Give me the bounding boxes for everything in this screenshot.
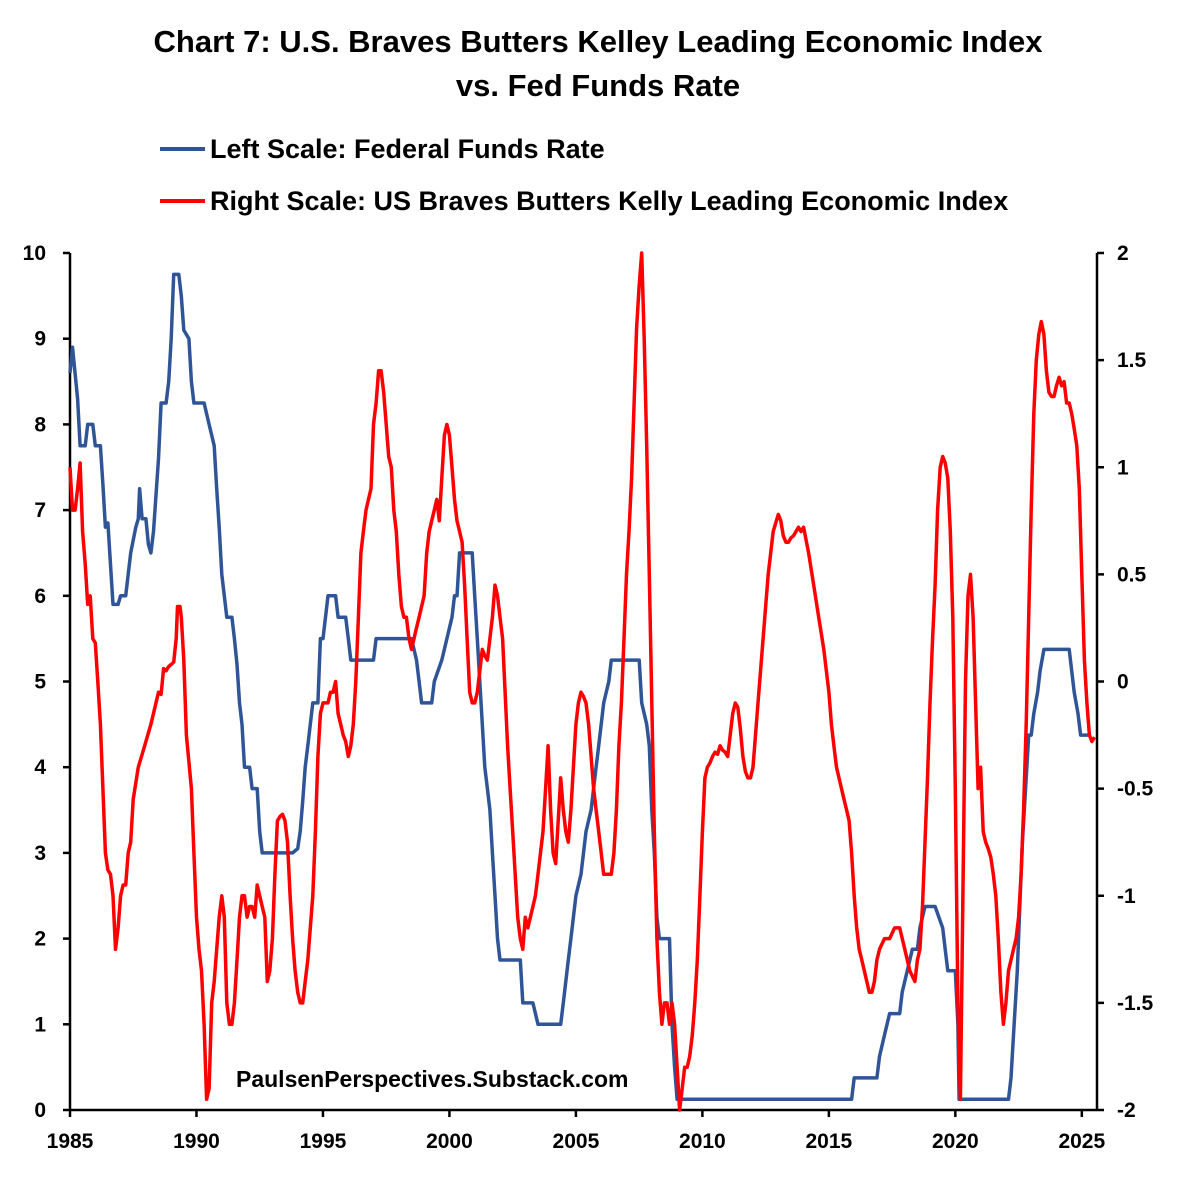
x-axis-tick-label: 2005 [553,1130,600,1153]
left-axis-tick-label: 2 [34,928,46,951]
left-axis-tick-label: 1 [34,1013,46,1036]
x-axis-tick-label: 1990 [173,1130,220,1153]
left-axis-tick-label: 10 [23,242,46,265]
right-axis-tick-label: 2 [1117,242,1129,265]
x-axis-tick-label: 1995 [300,1130,347,1153]
left-axis-tick-label: 0 [34,1099,46,1122]
x-axis-tick-label: 2010 [679,1130,726,1153]
x-axis-tick-label: 2015 [806,1130,853,1153]
legend: Left Scale: Federal Funds Rate Right Sca… [160,134,1008,216]
left-axis-tick-label: 6 [34,585,46,608]
x-axis-tick-label: 2020 [932,1130,979,1153]
right-axis-tick-label: -2 [1117,1099,1136,1122]
right-axis-tick-label: -1 [1117,885,1136,908]
series-line-leading-economic-index [68,251,1096,1112]
axes: 0 1 2 3 4 5 6 7 8 9 10 -2 -1.5 -1 -0.5 0 0.5 1 1.5 2 1985 199… [23,242,1154,1153]
x-axis-tick-label: 2025 [1058,1130,1105,1153]
left-axis-tick-label: 7 [34,499,46,522]
right-axis-tick-label: 1.5 [1117,349,1147,372]
series-line-fed-funds-rate [68,272,1090,1102]
legend-label-fed-funds: Left Scale: Federal Funds Rate [210,134,605,164]
chart-title-line-2: vs. Fed Funds Rate [456,68,740,103]
legend-label-leading-index: Right Scale: US Braves Butters Kelly Lea… [210,186,1008,216]
left-axis-tick-label: 5 [34,671,46,694]
x-axis-tick-label: 1985 [47,1130,94,1153]
right-axis-tick-label: 1 [1117,456,1129,479]
right-axis-tick-label: -1.5 [1117,992,1154,1015]
x-axis-tick-label: 2000 [426,1130,473,1153]
right-axis-tick-label: 0.5 [1117,563,1147,586]
left-axis-tick-label: 9 [34,328,46,351]
left-axis-tick-label: 4 [34,756,46,779]
watermark-text: PaulsenPerspectives.Substack.com [236,1066,628,1092]
right-axis-tick-label: 0 [1117,671,1129,694]
left-axis-tick-label: 3 [34,842,46,865]
right-axis-tick-label: -0.5 [1117,778,1154,801]
chart-title-line-1: Chart 7: U.S. Braves Butters Kelley Lead… [154,24,1044,59]
left-axis-tick-label: 8 [34,413,46,436]
